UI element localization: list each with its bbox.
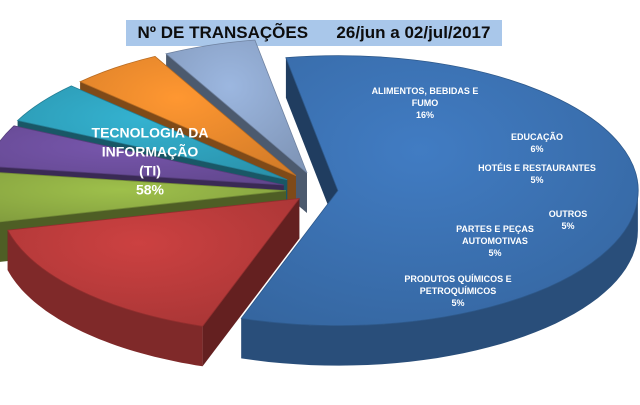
slice-wall <box>285 57 338 231</box>
slice-outer-wall <box>7 230 203 367</box>
pie-slice-outros <box>16 85 288 181</box>
slice-label-line: INFORMAÇÃO <box>102 143 199 160</box>
pie-slice-partes-e-pe-as <box>79 55 297 176</box>
slice-label-line: OUTROS <box>549 209 588 219</box>
pie-slice-hot-is-e-restaurantes <box>0 125 284 186</box>
slice-label-line: EDUCAÇÃO <box>511 132 563 142</box>
slice-label-line: (TI) <box>139 163 161 179</box>
slice-label: PRODUTOS QUÍMICOS E PETROQUÍMICOS 5% <box>404 274 511 308</box>
slice-label-line: TECNOLOGIA DA <box>92 125 209 141</box>
slice-outer-wall <box>241 190 638 366</box>
slice-label: HOTÉIS E RESTAURANTES 5% <box>478 163 596 185</box>
slice-label: TECNOLOGIA DA INFORMAÇÃO (TI) 58% <box>92 125 209 198</box>
slice-label-line: PETROQUÍMICOS <box>420 286 497 296</box>
pie-slice-tecnologia-da <box>240 55 639 327</box>
slice-label-line: PRODUTOS QUÍMICOS E <box>404 274 511 284</box>
slice-label: ALIMENTOS, BEBIDAS E FUMO 16% <box>372 86 479 120</box>
slice-label: EDUCAÇÃO 6% <box>511 132 563 154</box>
slice-value-label: 5% <box>488 248 501 258</box>
chart-title: Nº DE TRANSAÇÕES 26/jun a 02/jul/2017 <box>137 23 491 42</box>
slice-label-line: AUTOMOTIVAS <box>462 236 528 246</box>
slice-label-line: FUMO <box>412 98 439 108</box>
slice-label: PARTES E PEÇAS AUTOMOTIVAS 5% <box>456 224 534 258</box>
pie-slice-produtos-qu-micos-e <box>165 39 308 174</box>
slice-value-label: 58% <box>136 182 165 198</box>
slice-value-label: 6% <box>530 144 543 154</box>
pie-slice-alimentos-bebidas-e <box>7 198 301 327</box>
slice-value-label: 16% <box>416 110 434 120</box>
slice-label-line: ALIMENTOS, BEBIDAS E <box>372 86 479 96</box>
chart-title-box: Nº DE TRANSAÇÕES 26/jun a 02/jul/2017 <box>126 20 502 46</box>
slice-label-line: PARTES E PEÇAS <box>456 224 534 234</box>
slice-label: OUTROS 5% <box>549 209 588 231</box>
pie-slice-educa-o <box>0 172 287 223</box>
slice-label-line: HOTÉIS E RESTAURANTES <box>478 163 596 173</box>
slice-value-label: 5% <box>530 175 543 185</box>
slice-value-label: 5% <box>561 221 574 231</box>
slice-value-label: 5% <box>451 298 464 308</box>
